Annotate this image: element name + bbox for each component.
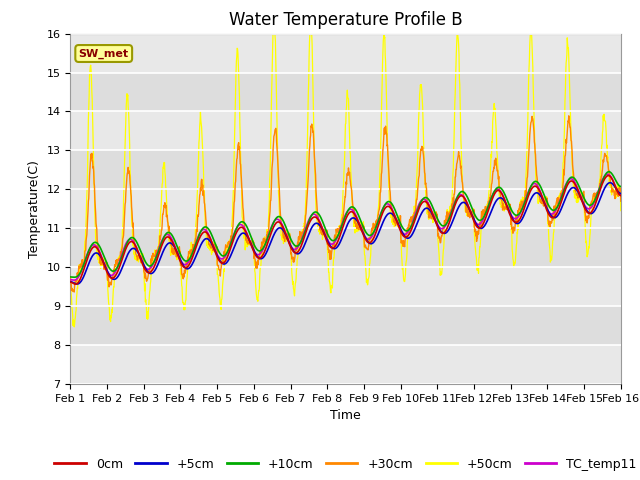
- Bar: [70, 345, 621, 384]
- Text: SW_met: SW_met: [79, 48, 129, 59]
- Y-axis label: Temperature(C): Temperature(C): [28, 160, 41, 258]
- Legend: 0cm, +5cm, +10cm, +30cm, +50cm, TC_temp11: 0cm, +5cm, +10cm, +30cm, +50cm, TC_temp1…: [49, 453, 640, 476]
- Bar: [70, 189, 621, 228]
- X-axis label: Time: Time: [330, 409, 361, 422]
- Bar: [70, 34, 621, 72]
- Bar: [70, 267, 621, 306]
- Title: Water Temperature Profile B: Water Temperature Profile B: [228, 11, 463, 29]
- Bar: [70, 111, 621, 150]
